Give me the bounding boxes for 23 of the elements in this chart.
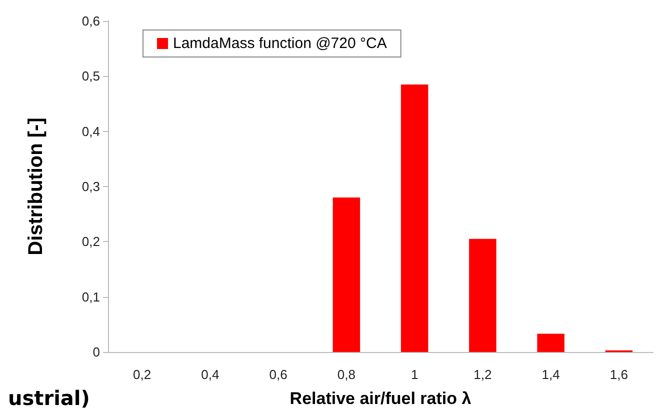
legend-label: LamdaMass function @720 °CA <box>173 35 387 52</box>
x-tick-label: 1 <box>410 367 418 382</box>
y-tick-label: 0,1 <box>82 289 100 304</box>
bar <box>469 238 496 352</box>
x-axis-title: Relative air/fuel ratio λ <box>290 389 472 408</box>
y-tick-label: 0,2 <box>82 234 100 250</box>
bar <box>400 84 428 352</box>
x-tick-label: 1,4 <box>542 367 560 382</box>
x-tick-label: 0,2 <box>133 367 152 382</box>
y-tick-label: 0,5 <box>82 68 100 84</box>
bar <box>537 334 564 352</box>
x-tick-label: 1,2 <box>474 367 492 382</box>
y-tick-label: 0,4 <box>82 124 100 139</box>
y-tick-label: 0 <box>92 344 100 360</box>
bar <box>332 198 360 352</box>
y-tick-label: 0,3 <box>82 179 100 194</box>
x-tick-label: 0,4 <box>201 367 220 382</box>
y-tick-label: 0,6 <box>82 14 100 28</box>
x-tick-label: 0,6 <box>269 367 288 382</box>
x-tick-label: 0,8 <box>337 367 356 382</box>
y-axis-title: Distribution [-] <box>25 118 47 256</box>
text: ustrial) <box>8 386 90 410</box>
x-tick-label: 1,6 <box>610 367 628 382</box>
